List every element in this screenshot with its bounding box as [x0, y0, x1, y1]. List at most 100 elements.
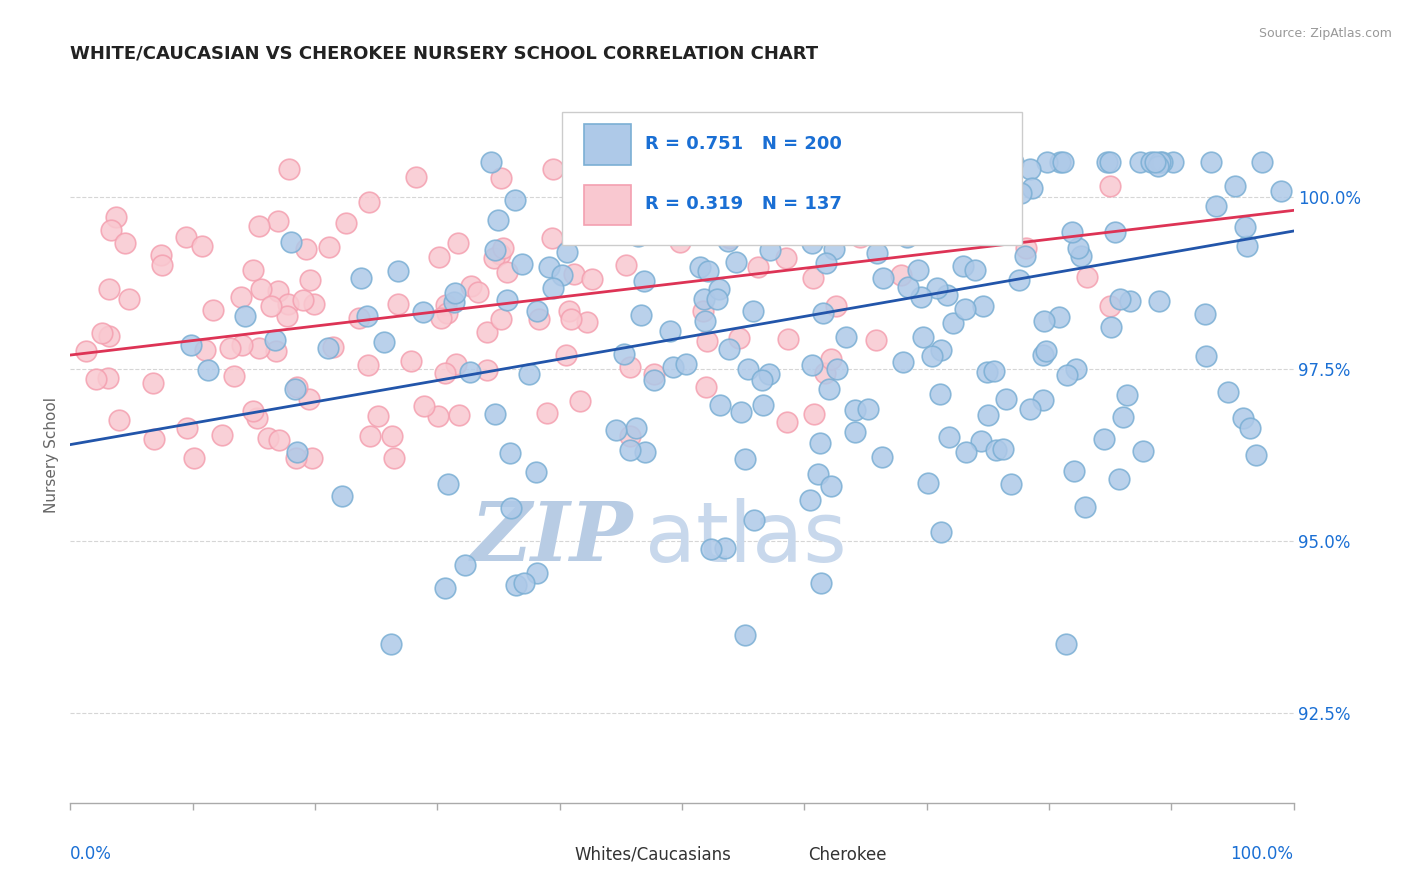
- Text: R = 0.751   N = 200: R = 0.751 N = 200: [645, 135, 842, 153]
- Point: [928, 220, 950, 235]
- Point: [427, 250, 450, 264]
- Point: [284, 451, 307, 466]
- Point: [991, 212, 1014, 227]
- Point: [709, 398, 731, 412]
- Text: ZIP: ZIP: [471, 499, 633, 578]
- Point: [936, 288, 959, 302]
- Point: [624, 421, 647, 435]
- Point: [630, 308, 652, 322]
- Point: [775, 252, 797, 266]
- Point: [664, 155, 686, 169]
- Point: [810, 436, 832, 450]
- Point: [1018, 162, 1040, 177]
- Point: [149, 248, 172, 262]
- Point: [538, 260, 561, 275]
- Point: [758, 162, 780, 177]
- Point: [953, 302, 976, 317]
- Point: [751, 373, 773, 387]
- Point: [801, 271, 824, 285]
- Point: [359, 429, 381, 443]
- Point: [1067, 241, 1090, 255]
- Point: [540, 231, 562, 245]
- Point: [707, 282, 730, 296]
- Point: [505, 578, 527, 592]
- Point: [758, 368, 780, 382]
- Point: [942, 316, 965, 330]
- Point: [643, 368, 665, 382]
- Point: [849, 230, 872, 244]
- Point: [501, 500, 523, 515]
- FancyBboxPatch shape: [773, 843, 800, 868]
- Point: [692, 304, 714, 318]
- Point: [231, 337, 253, 351]
- Point: [929, 343, 952, 358]
- Point: [505, 193, 527, 207]
- Y-axis label: Nursery School: Nursery School: [44, 397, 59, 513]
- Point: [97, 371, 120, 385]
- FancyBboxPatch shape: [562, 112, 1022, 244]
- Point: [496, 293, 519, 307]
- Point: [1251, 155, 1274, 169]
- Point: [387, 297, 409, 311]
- Point: [706, 292, 728, 306]
- Point: [995, 392, 1018, 406]
- Point: [1144, 155, 1167, 169]
- Point: [813, 306, 835, 320]
- Point: [247, 341, 270, 355]
- Point: [751, 223, 773, 237]
- Point: [700, 542, 723, 557]
- Point: [260, 299, 283, 313]
- Point: [942, 182, 965, 196]
- Point: [458, 365, 481, 379]
- Point: [689, 177, 711, 191]
- Point: [562, 268, 585, 282]
- Point: [814, 366, 837, 380]
- Point: [152, 258, 174, 272]
- Point: [697, 264, 720, 278]
- Point: [1014, 249, 1036, 263]
- Point: [938, 430, 960, 444]
- Point: [1032, 313, 1054, 327]
- Point: [734, 452, 756, 467]
- Point: [499, 446, 522, 460]
- Point: [718, 231, 741, 245]
- Point: [555, 244, 578, 259]
- Point: [1147, 159, 1170, 173]
- Point: [434, 581, 457, 595]
- Point: [734, 628, 756, 642]
- Point: [936, 225, 959, 239]
- Point: [1063, 464, 1085, 478]
- Point: [669, 235, 692, 249]
- Point: [1076, 269, 1098, 284]
- Point: [267, 284, 290, 298]
- Point: [316, 341, 339, 355]
- Point: [875, 155, 897, 169]
- Point: [250, 282, 273, 296]
- Point: [799, 493, 821, 508]
- Point: [1223, 178, 1246, 193]
- Point: [910, 290, 932, 304]
- Point: [776, 416, 799, 430]
- Point: [907, 263, 929, 277]
- Point: [634, 445, 657, 459]
- Text: Whites/Caucasians: Whites/Caucasians: [574, 846, 731, 864]
- Point: [295, 242, 318, 256]
- Point: [626, 228, 648, 243]
- Point: [489, 312, 512, 326]
- Point: [264, 333, 287, 347]
- Point: [380, 637, 402, 651]
- Point: [564, 215, 586, 229]
- Point: [356, 309, 378, 323]
- Point: [896, 230, 918, 244]
- Point: [1119, 294, 1142, 309]
- Point: [946, 155, 969, 169]
- Point: [430, 310, 453, 325]
- Point: [1098, 155, 1121, 169]
- Point: [349, 310, 371, 325]
- Point: [510, 257, 533, 271]
- Point: [866, 245, 889, 260]
- Point: [696, 334, 718, 348]
- Point: [219, 341, 242, 355]
- Point: [619, 443, 641, 458]
- Text: R = 0.319   N = 137: R = 0.319 N = 137: [645, 195, 842, 213]
